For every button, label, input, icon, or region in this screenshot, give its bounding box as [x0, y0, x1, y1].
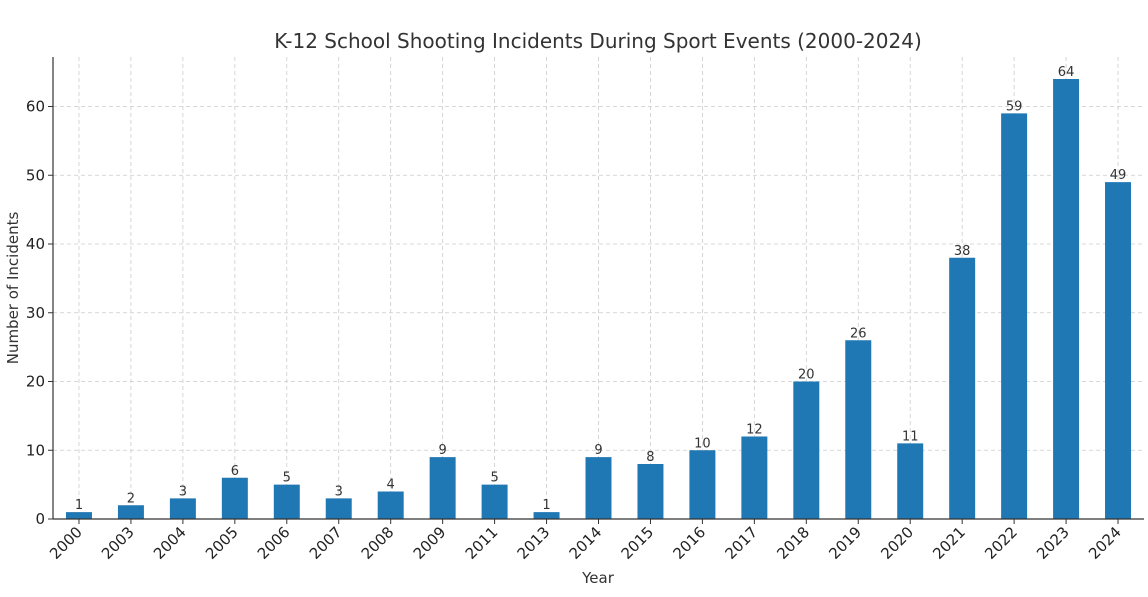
x-tick-label-2006: 2006	[254, 523, 294, 563]
bar-2009	[429, 457, 456, 519]
data-label-2021: 38	[954, 244, 971, 259]
data-label-2016: 10	[694, 436, 711, 451]
x-tick-label-2021: 2021	[929, 523, 969, 563]
data-label-2020: 11	[902, 429, 919, 444]
data-label-2015: 8	[646, 450, 654, 465]
bar-2023	[1053, 79, 1080, 519]
bar-2020	[897, 443, 924, 519]
data-label-2004: 3	[179, 484, 187, 499]
bar-2000	[65, 512, 92, 519]
x-tick-label-2019: 2019	[825, 523, 865, 563]
x-tick-label-2009: 2009	[410, 523, 450, 563]
y-tick-label: 40	[26, 235, 45, 253]
bar-2011	[481, 484, 508, 519]
data-label-2000: 1	[75, 498, 83, 513]
data-label-2013: 1	[542, 498, 550, 513]
x-tick-label-2016: 2016	[670, 523, 710, 563]
data-label-2008: 4	[387, 478, 395, 493]
y-tick-label: 10	[26, 441, 45, 459]
x-tick-label-2005: 2005	[202, 523, 242, 563]
y-tick-label: 50	[26, 166, 45, 184]
bar-2022	[1001, 113, 1028, 519]
x-tick-label-2007: 2007	[306, 523, 346, 563]
data-label-2023: 64	[1058, 65, 1075, 80]
x-tick-label-2000: 2000	[46, 523, 86, 563]
bar-2014	[585, 457, 612, 519]
x-axis-label: Year	[581, 569, 615, 587]
bar-2006	[273, 484, 300, 519]
bar-2021	[949, 257, 976, 519]
data-label-2006: 5	[283, 471, 291, 486]
data-label-2007: 3	[335, 484, 343, 499]
bar-2018	[793, 381, 820, 519]
bar-2013	[533, 512, 560, 519]
x-tick-label-2017: 2017	[721, 523, 761, 563]
data-label-2005: 6	[231, 464, 239, 479]
y-tick-label: 20	[26, 373, 45, 391]
chart-title: K-12 School Shooting Incidents During Sp…	[274, 29, 922, 53]
bar-2008	[377, 491, 404, 519]
data-label-2009: 9	[439, 443, 447, 458]
x-tick-label-2008: 2008	[358, 523, 398, 563]
x-tick-label-2003: 2003	[98, 523, 138, 563]
y-tick-label: 30	[26, 304, 45, 322]
bar-2004	[169, 498, 196, 519]
data-label-2017: 12	[746, 423, 763, 438]
data-label-2022: 59	[1006, 99, 1023, 114]
x-tick-label-2011: 2011	[462, 523, 502, 563]
data-label-2011: 5	[490, 471, 498, 486]
bar-2007	[325, 498, 352, 519]
data-label-2003: 2	[127, 491, 135, 506]
x-tick-label-2013: 2013	[514, 523, 554, 563]
bar-2016	[689, 450, 716, 519]
bar-2005	[221, 477, 248, 519]
x-tick-label-2018: 2018	[773, 523, 813, 563]
y-tick-label: 0	[35, 510, 45, 528]
x-tick-label-2020: 2020	[877, 523, 917, 563]
x-tick-label-2015: 2015	[618, 523, 658, 563]
data-label-2018: 20	[798, 368, 815, 383]
bars	[65, 79, 1132, 519]
bar-2015	[637, 464, 664, 519]
data-label-2014: 9	[594, 443, 602, 458]
axes: 0 10 20 30 40 50 60 2000 2003 2004 2005 2006 2007 200…	[26, 57, 1144, 563]
data-label-2019: 26	[850, 326, 867, 341]
x-tick-label-2024: 2024	[1085, 523, 1125, 563]
x-tick-label-2014: 2014	[566, 523, 606, 563]
x-tick-label-2023: 2023	[1033, 523, 1073, 563]
bar-2017	[741, 436, 768, 519]
data-label-2024: 49	[1110, 168, 1127, 183]
bar-2019	[845, 340, 872, 519]
bar-2024	[1105, 182, 1132, 519]
y-tick-label: 60	[26, 98, 45, 116]
bar-2003	[117, 505, 144, 519]
x-tick-label-2022: 2022	[981, 523, 1021, 563]
y-axis-label: Number of Incidents	[4, 212, 22, 365]
x-tick-label-2004: 2004	[150, 523, 190, 563]
